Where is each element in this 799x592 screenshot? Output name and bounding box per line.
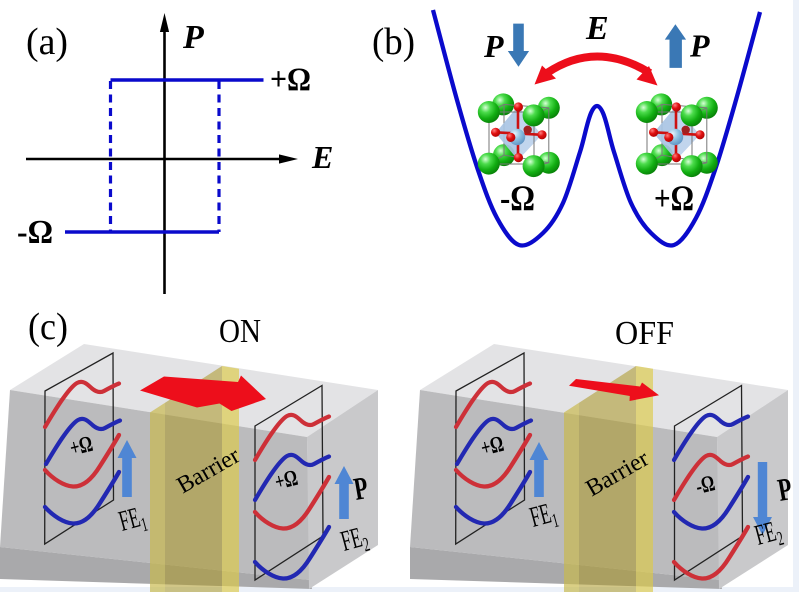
svg-text:P: P: [483, 28, 504, 64]
svg-text:-Ω: -Ω: [17, 214, 53, 251]
svg-text:+Ω: +Ω: [654, 178, 694, 218]
svg-text:+Ω: +Ω: [270, 62, 311, 98]
svg-text:(b): (b): [372, 21, 415, 63]
svg-text:(a): (a): [26, 21, 68, 63]
svg-text:P: P: [689, 28, 710, 64]
svg-text:-Ω: -Ω: [500, 178, 535, 218]
svg-text:OFF: OFF: [615, 315, 674, 352]
svg-text:ON: ON: [219, 313, 261, 350]
svg-text:E: E: [311, 139, 333, 175]
svg-text:E: E: [585, 10, 609, 47]
svg-text:(c): (c): [28, 306, 68, 348]
svg-text:P: P: [182, 19, 204, 56]
svg-text:P: P: [775, 470, 795, 508]
svg-text:P: P: [351, 469, 371, 507]
